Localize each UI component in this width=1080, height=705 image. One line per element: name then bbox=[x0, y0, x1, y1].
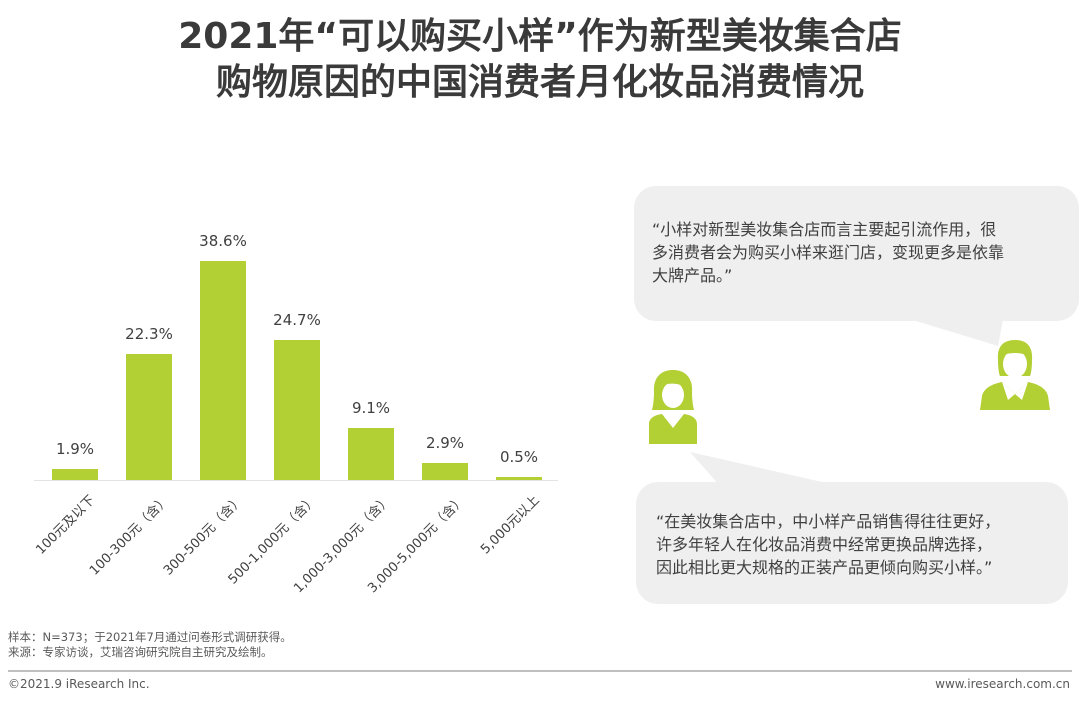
speech-bubble-bottom: “在美妆集合店中，中小样产品销售得往往更好， 许多年轻人在化妆品消费中经常更换品… bbox=[636, 482, 1068, 604]
bar-4 bbox=[348, 428, 394, 480]
male-person-icon bbox=[980, 340, 1050, 410]
bar-1 bbox=[126, 354, 172, 480]
chart-notes: 样本：N=373；于2021年7月通过问卷形式调研获得。 来源：专家访谈，艾瑞咨… bbox=[8, 630, 292, 660]
female-person-icon bbox=[649, 370, 697, 444]
x-axis-line bbox=[34, 480, 558, 481]
bar-value-label: 38.6% bbox=[199, 232, 247, 250]
chart-title: 2021年“可以购买小样”作为新型美妆集合店 购物原因的中国消费者月化妆品消费情… bbox=[0, 14, 1080, 106]
quote-bottom: “在美妆集合店中，中小样产品销售得往往更好， 许多年轻人在化妆品消费中经常更换品… bbox=[656, 512, 1001, 577]
bar-value-label: 24.7% bbox=[273, 311, 321, 329]
bar-3 bbox=[274, 340, 320, 480]
bar-chart: 1.9% 22.3% 38.6% 24.7% 9.1% 2.9% 0.5% 10… bbox=[0, 0, 600, 620]
bar-value-label: 9.1% bbox=[351, 399, 391, 417]
bar-value-label: 0.5% bbox=[499, 448, 539, 466]
bar-value-label: 2.9% bbox=[425, 434, 465, 452]
x-tick-label: 5,000元以上 bbox=[477, 492, 543, 558]
x-tick-label: 100元及以下 bbox=[33, 492, 99, 558]
speech-bubble-tail-bottom bbox=[690, 452, 840, 486]
sample-note: 样本：N=373；于2021年7月通过问卷形式调研获得。 bbox=[8, 630, 292, 644]
bar-value-label: 1.9% bbox=[55, 440, 95, 458]
footer-divider bbox=[8, 670, 1072, 672]
copyright: ©2021.9 iResearch Inc. bbox=[8, 677, 150, 691]
bar-6 bbox=[496, 477, 542, 480]
title-line-2: 购物原因的中国消费者月化妆品消费情况 bbox=[215, 62, 864, 103]
website-link[interactable]: www.iresearch.com.cn bbox=[935, 677, 1070, 691]
bar-2 bbox=[200, 261, 246, 480]
bar-value-label: 22.3% bbox=[125, 325, 173, 343]
title-line-1: 2021年“可以购买小样”作为新型美妆集合店 bbox=[178, 16, 902, 57]
bar-5 bbox=[422, 463, 468, 480]
speech-bubble-top: “小样对新型美妆集合店而言主要起引流作用，很 多消费者会为购买小样来逛门店，变现… bbox=[634, 186, 1079, 321]
bar-0 bbox=[52, 469, 98, 480]
source-note: 来源：专家访谈，艾瑞咨询研究院自主研究及绘制。 bbox=[8, 645, 273, 659]
quote-top: “小样对新型美妆集合店而言主要起引流作用，很 多消费者会为购买小样来逛门店，变现… bbox=[652, 220, 1005, 285]
